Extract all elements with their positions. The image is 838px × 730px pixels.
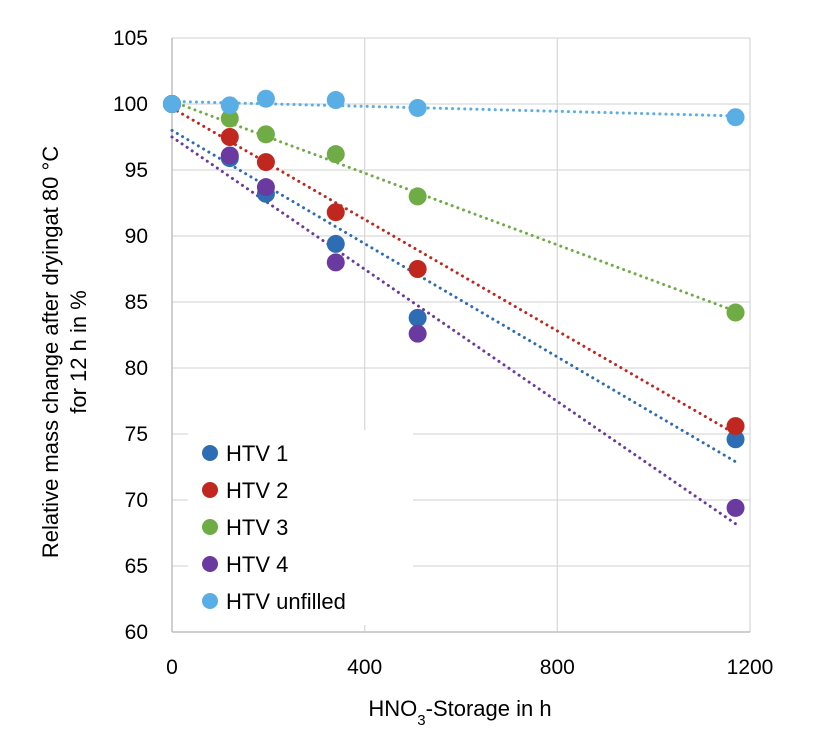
point-htv-3 — [326, 145, 345, 164]
legend-marker — [202, 556, 218, 572]
x-axis-title: HNO3-Storage in h — [368, 696, 551, 729]
point-htv-1 — [726, 430, 745, 449]
y-tick-label: 75 — [125, 423, 148, 446]
x-tick-label: 0 — [166, 656, 178, 679]
point-htv-2 — [220, 128, 239, 146]
legend-label: HTV 4 — [226, 552, 288, 577]
legend-marker — [202, 593, 218, 609]
y-tick-label: 60 — [125, 621, 148, 644]
trendline-htv-3 — [170, 99, 738, 313]
tick-labels: 60 65 70 75 80 85 90 95 100 105 0 400 800 1200 — [113, 27, 773, 679]
legend-marker — [202, 482, 218, 498]
x-axis-title-main: HNO — [368, 696, 417, 721]
point-htv-3 — [256, 125, 275, 144]
point-htv-2 — [408, 260, 427, 278]
legend-label: HTV 3 — [226, 515, 288, 540]
trendline-htv-1 — [170, 128, 738, 464]
y-tick-label: 100 — [113, 93, 148, 116]
y-tick-label: 95 — [125, 159, 148, 182]
point-htv-2 — [726, 417, 745, 436]
y-tick-label: 80 — [125, 357, 148, 380]
legend-label: HTV 2 — [226, 478, 288, 503]
point-htv-unfilled — [326, 91, 345, 110]
x-axis-title-subscript: 3 — [417, 712, 425, 729]
trendline-htv-2 — [170, 106, 738, 436]
point-htv-4 — [726, 498, 745, 517]
legend-marker — [202, 445, 218, 461]
point-htv-unfilled — [256, 89, 275, 108]
y-tick-label: 85 — [125, 291, 148, 314]
point-htv-unfilled — [408, 98, 427, 117]
x-tick-label: 1200 — [727, 656, 774, 679]
y-tick-label: 65 — [125, 555, 148, 578]
point-htv-3 — [726, 303, 745, 322]
x-tick-label: 400 — [347, 656, 382, 679]
y-axis-title-line1: Relative mass change after dryingat 80 °… — [38, 146, 63, 558]
point-htv-1 — [326, 234, 345, 253]
point-htv-3 — [220, 109, 239, 128]
data-points — [163, 89, 745, 517]
y-axis-title-line2: for 12 h in % — [66, 290, 91, 414]
trendline-htv-4 — [170, 135, 738, 526]
point-htv-unfilled — [726, 108, 745, 127]
point-htv-4 — [220, 146, 239, 165]
point-htv-1 — [408, 308, 427, 327]
point-htv-unfilled — [163, 95, 181, 113]
point-htv-4 — [256, 178, 275, 197]
y-tick-label: 105 — [113, 27, 148, 50]
legend: HTV 1 HTV 2 HTV 3 HTV 4 HTV unfilled — [188, 430, 413, 625]
x-axis-title-rest: -Storage in h — [426, 696, 552, 721]
legend-label: HTV unfilled — [226, 589, 346, 614]
y-tick-label: 70 — [125, 489, 148, 512]
trendline-htv-unfilled — [170, 99, 738, 118]
point-htv-2 — [326, 203, 345, 222]
point-htv-3 — [408, 187, 427, 206]
legend-background — [188, 430, 413, 625]
point-htv-2 — [256, 153, 275, 172]
y-tick-label: 90 — [125, 225, 148, 248]
point-htv-4 — [326, 253, 345, 272]
legend-label: HTV 1 — [226, 441, 288, 466]
point-htv-unfilled — [220, 96, 239, 115]
legend-marker — [202, 519, 218, 535]
x-tick-label: 800 — [540, 656, 575, 679]
point-htv-4 — [408, 324, 427, 343]
